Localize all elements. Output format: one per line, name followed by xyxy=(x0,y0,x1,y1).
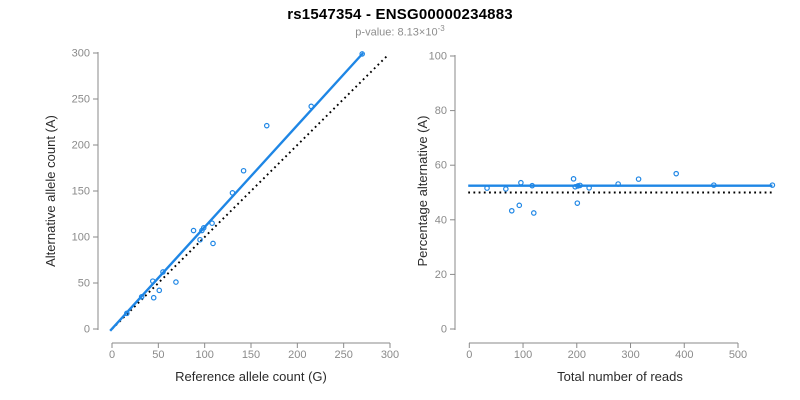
fit-line xyxy=(109,52,365,332)
data-point xyxy=(711,182,717,188)
x-axis-title: Total number of reads xyxy=(557,369,683,384)
y-tick-label: 50 xyxy=(78,278,90,290)
x-tick-label: 0 xyxy=(109,349,115,361)
data-point xyxy=(240,167,247,174)
x-tick-label: 250 xyxy=(334,349,352,361)
data-point xyxy=(572,183,578,190)
data-point xyxy=(308,103,315,110)
y-tick-label: 20 xyxy=(435,269,447,281)
y-tick-label: 250 xyxy=(72,94,90,106)
data-point xyxy=(156,287,163,294)
reads-vs-percentage-scatter-points xyxy=(484,170,776,216)
data-point xyxy=(570,176,577,182)
y-tick-label: 60 xyxy=(435,160,447,172)
data-point xyxy=(124,310,130,317)
y-tick-label: 200 xyxy=(72,140,90,152)
y-tick-label: 300 xyxy=(72,48,90,60)
x-tick-label: 200 xyxy=(288,349,306,361)
data-point xyxy=(586,185,592,191)
identity-line xyxy=(111,55,388,330)
x-tick-label: 0 xyxy=(466,349,472,361)
data-point xyxy=(200,225,207,231)
data-point xyxy=(209,220,215,227)
x-tick-label: 400 xyxy=(675,349,693,361)
data-point xyxy=(173,279,179,285)
y-tick-label: 0 xyxy=(441,324,447,336)
x-axis-title: Reference allele count (G) xyxy=(175,369,327,384)
y-tick-label: 100 xyxy=(72,232,90,244)
data-point xyxy=(508,207,515,214)
x-tick-label: 150 xyxy=(242,349,260,361)
data-point xyxy=(138,293,145,300)
x-tick-label: 100 xyxy=(195,349,213,361)
data-point xyxy=(615,181,621,187)
data-point xyxy=(518,179,524,186)
figure-title: rs1547354 - ENSG00000234883 xyxy=(287,6,513,23)
data-point xyxy=(530,210,537,216)
ref-vs-alt-scatter-panel: 0 50 100 150 200 250 300 0 50 100 150 200 250 300 Refe… xyxy=(43,48,399,385)
data-point xyxy=(149,278,156,284)
data-point xyxy=(516,202,523,209)
data-point xyxy=(503,186,509,192)
figure-subtitle: p-value: 8.13×10-3 xyxy=(0,24,800,39)
y-axis-title: Percentage alternative (A) xyxy=(415,115,430,266)
data-point xyxy=(484,185,490,191)
y-tick-label: 0 xyxy=(84,324,90,336)
data-point xyxy=(190,227,197,234)
y-axis-title: Alternative allele count (A) xyxy=(43,115,58,267)
ref-vs-alt-scatter-points xyxy=(124,51,366,317)
x-tick-label: 300 xyxy=(381,349,399,361)
data-point xyxy=(769,182,776,188)
x-tick-label: 100 xyxy=(514,349,532,361)
data-point xyxy=(673,170,679,177)
y-tick-label: 40 xyxy=(435,214,447,226)
x-tick-label: 500 xyxy=(729,349,747,361)
y-tick-label: 80 xyxy=(435,105,447,117)
data-point xyxy=(263,122,270,129)
reads-vs-percentage-scatter-panel: 0 20 40 60 80 100 0 100 200 300 400 500 Total number… xyxy=(415,51,776,384)
data-point xyxy=(529,182,535,189)
pvalue-exponent: -3 xyxy=(437,24,445,33)
x-tick-label: 200 xyxy=(568,349,586,361)
x-tick-label: 50 xyxy=(152,349,164,361)
data-point xyxy=(229,190,236,196)
y-tick-label: 100 xyxy=(429,51,447,63)
y-tick-label: 150 xyxy=(72,186,90,198)
data-point xyxy=(359,51,366,57)
data-point xyxy=(577,182,583,189)
data-point xyxy=(150,294,157,301)
data-point xyxy=(197,236,203,243)
data-point xyxy=(574,200,581,206)
pvalue-text: p-value: 8.13×10 xyxy=(355,26,438,39)
data-point xyxy=(160,269,166,275)
data-point xyxy=(210,240,216,247)
data-point xyxy=(635,176,642,182)
x-tick-label: 300 xyxy=(621,349,639,361)
